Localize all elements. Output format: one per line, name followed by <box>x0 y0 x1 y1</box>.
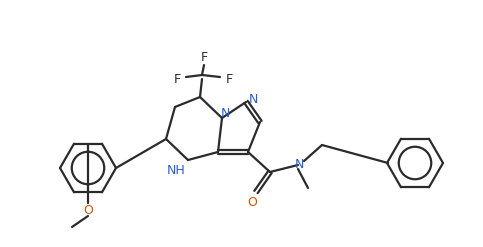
Text: F: F <box>173 73 181 85</box>
Text: N: N <box>220 106 230 120</box>
Text: N: N <box>248 92 258 105</box>
Text: O: O <box>83 204 93 217</box>
Text: F: F <box>226 73 232 85</box>
Text: N: N <box>294 158 304 170</box>
Text: O: O <box>247 195 257 208</box>
Text: F: F <box>200 50 208 63</box>
Text: NH: NH <box>167 164 185 177</box>
